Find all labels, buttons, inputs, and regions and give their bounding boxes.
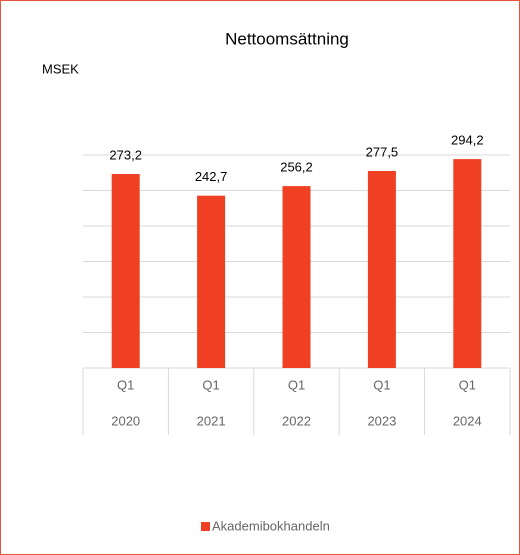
bar bbox=[367, 170, 396, 368]
x-group-label: 2022 bbox=[282, 413, 311, 428]
x-tick-label: Q1 bbox=[373, 377, 390, 392]
data-label: 294,2 bbox=[451, 133, 484, 148]
data-label: 256,2 bbox=[280, 160, 313, 175]
chart-title: Nettoomsättning bbox=[225, 29, 349, 48]
x-tick-label: Q1 bbox=[117, 377, 134, 392]
x-tick-label: Q1 bbox=[459, 377, 476, 392]
bar bbox=[453, 159, 482, 368]
x-group-label: 2021 bbox=[197, 413, 226, 428]
bar bbox=[111, 174, 140, 368]
data-label: 273,2 bbox=[109, 147, 142, 162]
data-label: 277,5 bbox=[366, 144, 399, 159]
bar bbox=[197, 195, 226, 368]
x-group-label: 2023 bbox=[367, 413, 396, 428]
x-tick-label: Q1 bbox=[202, 377, 219, 392]
legend-swatch bbox=[201, 522, 210, 531]
x-group-label: 2024 bbox=[453, 413, 482, 428]
x-group-label: 2020 bbox=[111, 413, 140, 428]
legend-label: Akademibokhandeln bbox=[212, 518, 330, 533]
bar bbox=[282, 186, 311, 368]
y-axis-label: MSEK bbox=[42, 61, 79, 76]
x-tick-label: Q1 bbox=[288, 377, 305, 392]
data-label: 242,7 bbox=[195, 169, 228, 184]
